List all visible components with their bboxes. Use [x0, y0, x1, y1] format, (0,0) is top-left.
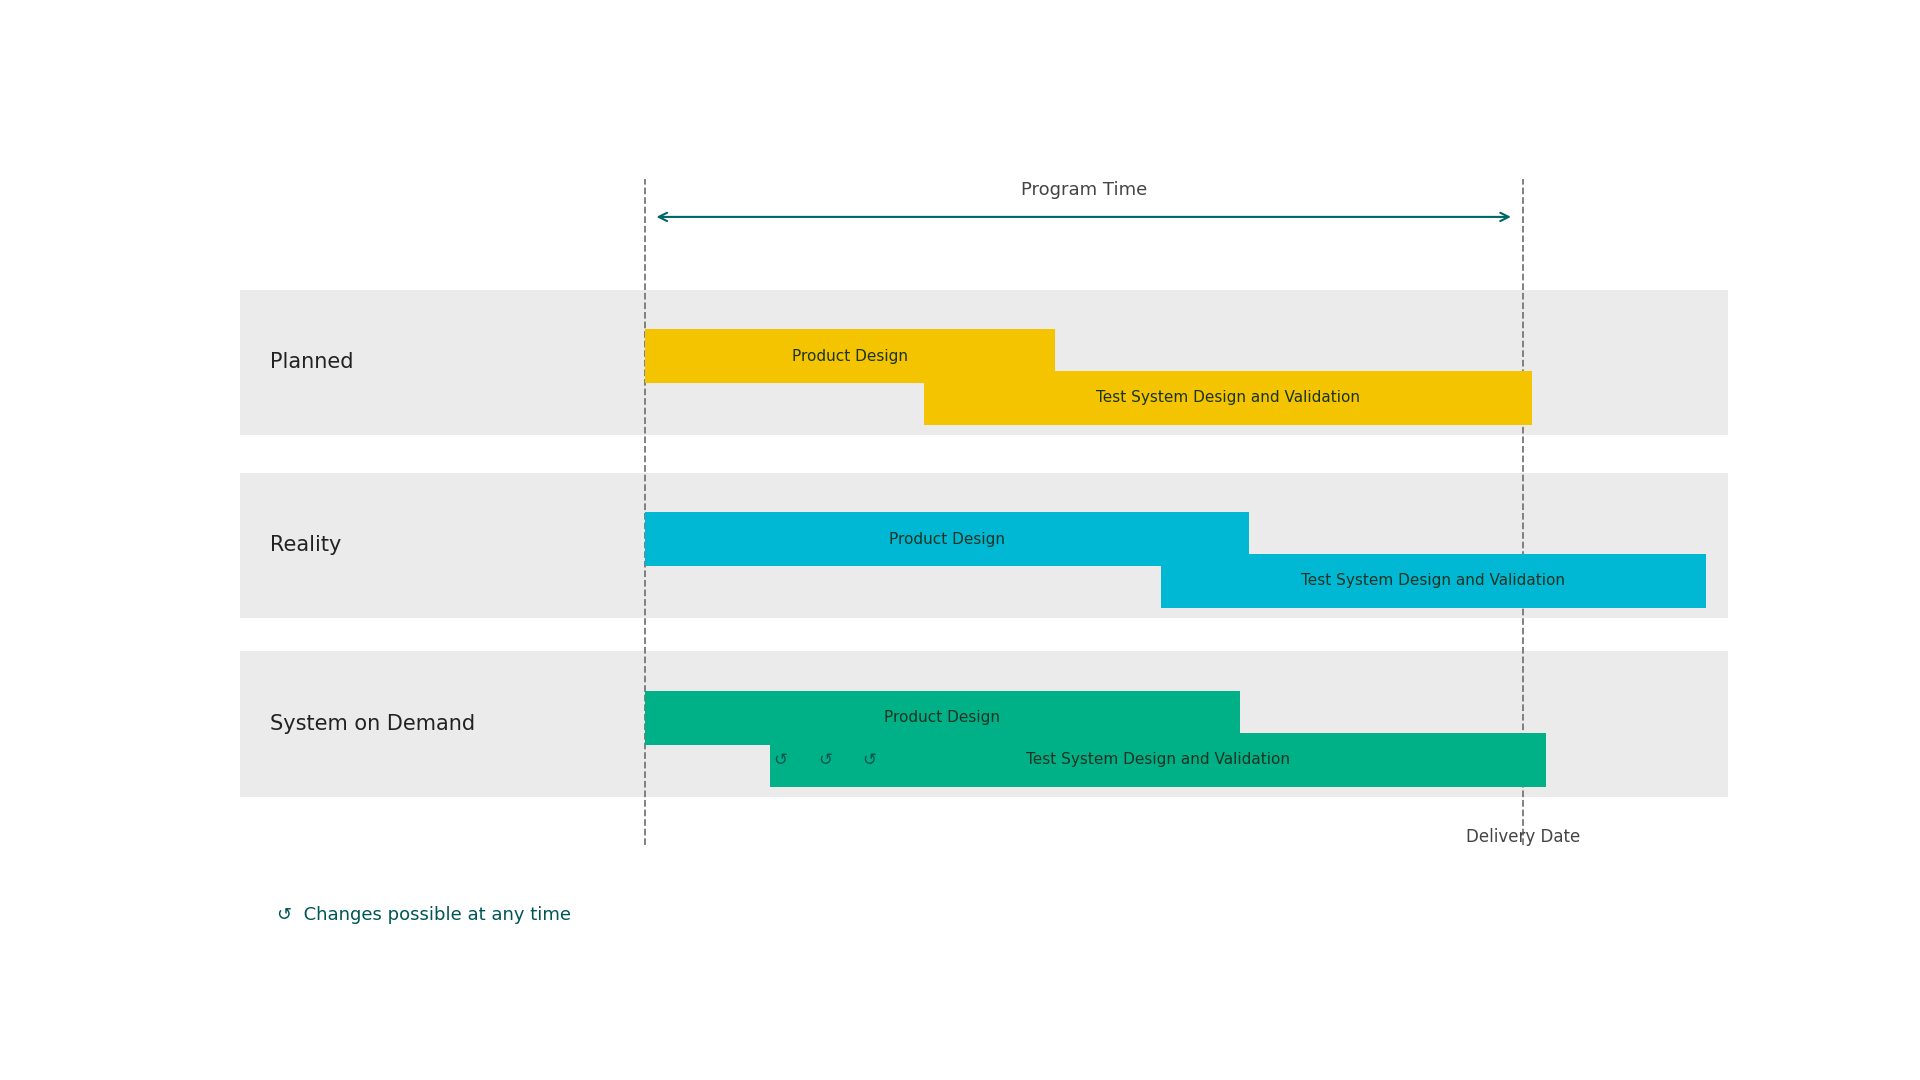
Text: Reality: Reality: [269, 536, 342, 555]
Text: Planned: Planned: [269, 352, 353, 373]
Text: Program Time: Program Time: [1021, 180, 1146, 199]
Bar: [1162, 554, 1705, 608]
Text: Delivery Date: Delivery Date: [1465, 828, 1580, 846]
Text: Test System Design and Validation: Test System Design and Validation: [1025, 752, 1290, 767]
Bar: [240, 289, 1728, 435]
Bar: [240, 651, 1728, 797]
Text: ↺: ↺: [818, 751, 831, 769]
Text: Product Design: Product Design: [885, 711, 1000, 726]
Bar: [645, 329, 1056, 383]
Text: Product Design: Product Design: [793, 349, 908, 364]
Text: Test System Design and Validation: Test System Design and Validation: [1096, 390, 1359, 405]
Bar: [925, 370, 1532, 424]
Text: Test System Design and Validation: Test System Design and Validation: [1302, 573, 1565, 589]
Bar: [645, 512, 1248, 566]
Bar: [770, 732, 1546, 786]
Text: ↺: ↺: [774, 751, 787, 769]
Text: ↺: ↺: [862, 751, 876, 769]
Text: Product Design: Product Design: [889, 531, 1004, 546]
Bar: [240, 473, 1728, 618]
Bar: [645, 691, 1240, 745]
Text: System on Demand: System on Demand: [269, 714, 474, 734]
Text: ↺  Changes possible at any time: ↺ Changes possible at any time: [276, 906, 572, 924]
